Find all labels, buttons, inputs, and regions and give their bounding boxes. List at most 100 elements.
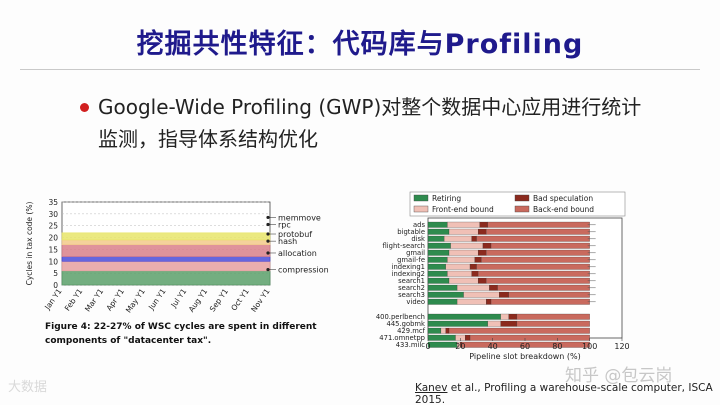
bar-bad-speculation	[500, 320, 518, 327]
bar-retiring	[427, 298, 458, 305]
bar-retiring	[427, 313, 501, 320]
citation-text: et al., Profiling a warehouse-scale comp…	[415, 382, 713, 406]
category-label: search2	[398, 284, 425, 292]
bar-front-end-bound	[440, 327, 446, 334]
x-tick-label: Mar Y1	[83, 287, 105, 314]
legend-label: Bad speculation	[533, 194, 593, 203]
bar-front-end-bound	[444, 235, 472, 242]
category-label: video	[406, 298, 425, 306]
category-label: 429.mcf	[397, 327, 425, 335]
legend-swatch	[514, 194, 530, 202]
bar-retiring	[427, 256, 448, 263]
y-tick-label: 0	[53, 281, 58, 290]
bar-retiring	[427, 221, 448, 228]
category-label: indexing1	[392, 263, 425, 271]
bar-front-end-bound	[463, 291, 500, 298]
bar-back-end-bound	[497, 284, 590, 291]
bar-front-end-bound	[448, 249, 479, 256]
annotation-label: rpc	[278, 221, 291, 230]
bar-bad-speculation	[477, 228, 487, 235]
legend-swatch	[413, 205, 429, 213]
citation-author: Kanev	[415, 382, 448, 394]
bar-bad-speculation	[482, 242, 492, 249]
category-label: bigtable	[397, 228, 425, 236]
x-tick-label: 20	[455, 342, 465, 351]
area-hash	[61, 256, 271, 262]
bar-retiring	[427, 341, 458, 348]
annotation-marker	[266, 222, 270, 227]
x-tick-label: Nov Y1	[249, 287, 272, 314]
bar-retiring	[427, 320, 488, 327]
bar-retiring	[427, 235, 445, 242]
category-label: disk	[411, 235, 425, 243]
area-compression	[61, 270, 271, 286]
bar-front-end-bound	[445, 263, 471, 270]
bar-retiring	[427, 228, 450, 235]
x-tick-label: Jan Y1	[42, 287, 63, 312]
bar-retiring	[427, 249, 450, 256]
bar-front-end-bound	[447, 270, 472, 277]
legend-label: Retiring	[432, 194, 461, 203]
bar-bad-speculation	[477, 249, 487, 256]
x-tick-label: 0	[425, 342, 430, 351]
bar-back-end-bound	[461, 341, 590, 348]
bar-back-end-bound	[490, 242, 590, 249]
y-tick-label: 30	[48, 210, 58, 219]
bar-back-end-bound	[508, 291, 590, 298]
x-tick-label: Aug Y1	[187, 287, 210, 314]
bar-bad-speculation	[477, 277, 487, 284]
annotation-marker	[266, 215, 270, 220]
annotation-marker	[266, 267, 270, 272]
bar-back-end-bound	[448, 327, 590, 334]
x-tick-label: Oct Y1	[229, 287, 251, 313]
area-allocation	[61, 260, 271, 272]
bar-front-end-bound	[450, 242, 484, 249]
slide-title: 挖掘共性特征：代码库与Profiling	[136, 29, 584, 60]
bar-front-end-bound	[448, 277, 479, 284]
x-tick-label: 120	[614, 342, 629, 351]
category-label: 471.omnetpp	[379, 334, 425, 342]
title-divider	[20, 69, 700, 70]
y-tick-label: 10	[48, 257, 58, 266]
bar-retiring	[427, 291, 464, 298]
left-watermark: 大数据	[8, 380, 48, 395]
bar-bad-speculation	[486, 298, 492, 305]
x-tick-label: Feb Y1	[63, 287, 85, 313]
category-label: 433.milc	[396, 341, 426, 349]
bar-back-end-bound	[476, 263, 590, 270]
bar-bad-speculation	[499, 291, 509, 298]
y-tick-label: 25	[48, 222, 58, 231]
y-tick-label: 5	[53, 269, 58, 278]
legend-swatch	[413, 194, 429, 202]
legend-label: Back-end bound	[533, 205, 594, 214]
x-tick-label: 100	[582, 342, 597, 351]
x-tick-label: Apr Y1	[104, 287, 126, 313]
category-label: gmail	[406, 249, 425, 257]
category-label: 445.gobmk	[387, 320, 426, 328]
bar-front-end-bound	[456, 284, 490, 291]
bar-front-end-bound	[500, 313, 509, 320]
annotation-label: memmove	[278, 213, 321, 222]
bar-front-end-bound	[447, 221, 480, 228]
annotation-label: allocation	[278, 249, 317, 258]
bar-retiring	[427, 277, 450, 284]
y-tick-label: 20	[48, 234, 58, 243]
bar-back-end-bound	[516, 320, 590, 327]
category-label: 400.perlbench	[376, 313, 425, 321]
bar-back-end-bound	[476, 235, 590, 242]
bar-front-end-bound	[456, 298, 487, 305]
category-label: search1	[398, 277, 425, 285]
y-tick-label: 15	[48, 245, 58, 254]
bar-front-end-bound	[447, 256, 476, 263]
bar-retiring	[427, 242, 451, 249]
bar-back-end-bound	[486, 249, 590, 256]
citation: Kanev et al., Profiling a warehouse-scal…	[415, 382, 720, 406]
category-label: search3	[398, 291, 425, 299]
bullet-dot-icon	[80, 103, 89, 112]
x-axis-label: Pipeline slot breakdown (%)	[469, 352, 580, 361]
annotation-label: hash	[278, 237, 297, 246]
x-tick-label: 80	[552, 342, 562, 351]
bar-back-end-bound	[516, 313, 590, 320]
annotation-label: protobuf	[278, 230, 312, 239]
category-label: flight-search	[383, 242, 426, 250]
